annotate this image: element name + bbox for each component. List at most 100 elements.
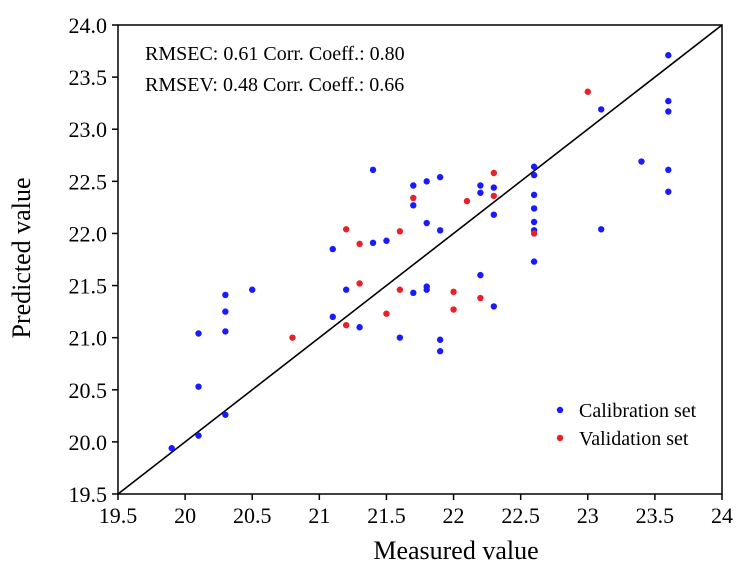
y-tick-label: 21.0 bbox=[69, 326, 108, 351]
x-axis-title: Measured value bbox=[373, 536, 538, 565]
series-validation bbox=[289, 88, 591, 341]
calibration-point bbox=[598, 226, 605, 233]
calibration-point bbox=[383, 237, 390, 244]
x-tick-label: 19.5 bbox=[99, 503, 138, 528]
x-tick-label: 21 bbox=[308, 503, 330, 528]
data-points bbox=[168, 52, 672, 452]
x-tick-label: 20.5 bbox=[233, 503, 272, 528]
y-tick-label: 24.0 bbox=[69, 13, 108, 38]
calibration-point bbox=[490, 184, 498, 191]
x-tick-label: 21.5 bbox=[367, 503, 406, 528]
series-calibration bbox=[168, 52, 672, 452]
plot-frame bbox=[117, 24, 723, 495]
calibration-point bbox=[490, 211, 498, 218]
calibration-point bbox=[530, 163, 538, 170]
calibration-point bbox=[530, 171, 538, 179]
calibration-point bbox=[477, 189, 484, 196]
calibration-point bbox=[490, 303, 498, 310]
calibration-point bbox=[436, 336, 444, 343]
x-tick-label: 22 bbox=[443, 503, 465, 528]
calibration-point bbox=[436, 348, 444, 355]
calibration-point bbox=[342, 286, 350, 293]
validation-point bbox=[450, 306, 457, 313]
legend-label-validation: Validation set bbox=[579, 428, 689, 450]
calibration-point bbox=[410, 182, 417, 189]
legend-marker-validation bbox=[556, 434, 564, 442]
validation-point bbox=[396, 286, 404, 293]
calibration-point bbox=[665, 166, 672, 174]
calibration-point bbox=[222, 291, 229, 299]
calibration-point bbox=[423, 219, 430, 227]
validation-point bbox=[584, 88, 591, 95]
calibration-point bbox=[665, 188, 672, 195]
y-tick-label: 20.5 bbox=[69, 378, 108, 403]
x-tick-label: 20 bbox=[174, 503, 196, 528]
y-tick-label: 22.0 bbox=[69, 221, 108, 246]
legend: Calibration set Validation set bbox=[556, 400, 697, 450]
calibration-point bbox=[195, 383, 202, 390]
reference-line-layer bbox=[117, 24, 723, 495]
validation-point bbox=[463, 197, 471, 205]
axes: 19.5 20 20.5 21 21.5 22 22.5 23 23.5 24 19.5 20.0 20… bbox=[69, 13, 734, 528]
y-tick-label: 21.5 bbox=[69, 274, 108, 299]
calibration-point bbox=[477, 271, 484, 279]
calibration-point bbox=[410, 289, 417, 297]
x-tick-label: 24 bbox=[711, 503, 733, 528]
validation-point bbox=[490, 192, 498, 200]
calibration-point bbox=[195, 432, 202, 439]
calibration-point bbox=[369, 239, 377, 247]
calibration-point bbox=[423, 178, 430, 185]
validation-point bbox=[342, 321, 350, 329]
x-tick-label: 23.5 bbox=[636, 503, 675, 528]
validation-point bbox=[410, 194, 417, 202]
legend-marker-calibration bbox=[556, 406, 564, 414]
y-tick-label: 23.5 bbox=[69, 65, 108, 90]
calibration-point bbox=[638, 158, 645, 165]
calibration-point bbox=[477, 182, 484, 189]
reference-line-y-equals-x bbox=[117, 24, 723, 495]
y-tick-label: 19.5 bbox=[69, 482, 108, 507]
validation-point bbox=[530, 230, 538, 237]
calibration-point bbox=[222, 308, 229, 315]
validation-point bbox=[490, 169, 498, 177]
calibration-point bbox=[530, 218, 538, 226]
validation-point bbox=[450, 288, 457, 296]
calibration-point bbox=[598, 106, 605, 113]
calibration-point bbox=[329, 313, 336, 321]
calibration-point bbox=[222, 328, 229, 335]
validation-point bbox=[396, 228, 404, 235]
calibration-point bbox=[665, 52, 672, 59]
calibration-point bbox=[530, 191, 538, 199]
x-tick-label: 22.5 bbox=[501, 503, 540, 528]
calibration-point bbox=[530, 205, 538, 212]
calibration-point bbox=[410, 202, 417, 209]
calibration-point bbox=[329, 245, 336, 253]
calibration-point bbox=[423, 286, 430, 293]
validation-point bbox=[356, 240, 363, 248]
validation-point bbox=[342, 226, 350, 233]
annotation-rmsev: RMSEV: 0.48 Corr. Coeff.: 0.66 bbox=[145, 74, 404, 96]
calibration-point bbox=[195, 330, 202, 337]
calibration-point bbox=[222, 411, 229, 418]
calibration-point bbox=[369, 166, 377, 174]
calibration-point bbox=[396, 334, 404, 341]
x-tick-label: 23 bbox=[577, 503, 599, 528]
calibration-point bbox=[168, 444, 175, 452]
annotation-rmsec: RMSEC: 0.61 Corr. Coeff.: 0.80 bbox=[145, 43, 405, 65]
calibration-point bbox=[665, 108, 672, 115]
validation-point bbox=[383, 310, 390, 317]
calibration-point bbox=[665, 97, 672, 105]
y-tick-label: 20.0 bbox=[69, 430, 108, 455]
calibration-point bbox=[249, 286, 256, 293]
calibration-point bbox=[436, 227, 444, 234]
y-tick-label: 23.0 bbox=[69, 117, 108, 142]
calibration-point bbox=[356, 324, 363, 331]
y-tick-label: 22.5 bbox=[69, 169, 108, 194]
y-axis-title: Predicted value bbox=[7, 178, 36, 339]
validation-point bbox=[289, 334, 296, 341]
calibration-point bbox=[530, 258, 538, 265]
legend-label-calibration: Calibration set bbox=[579, 400, 697, 422]
validation-point bbox=[477, 294, 484, 302]
